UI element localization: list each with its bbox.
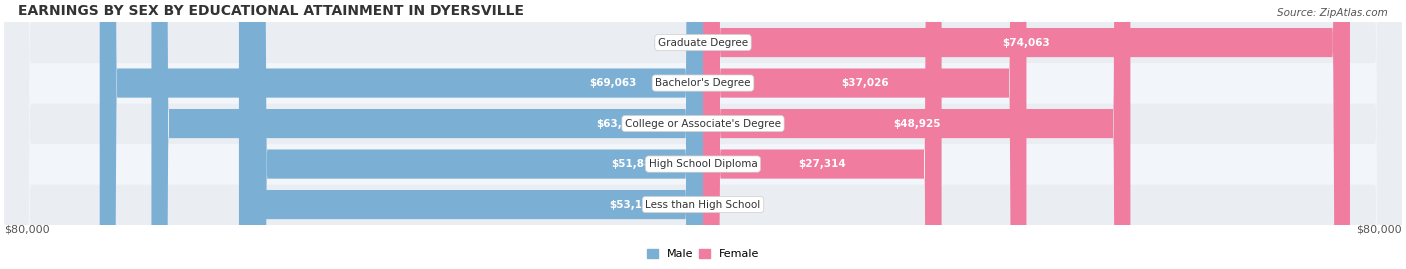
Text: $0: $0 — [654, 38, 668, 48]
FancyBboxPatch shape — [100, 0, 703, 269]
Text: $48,925: $48,925 — [893, 119, 941, 129]
Text: $27,314: $27,314 — [799, 159, 846, 169]
Text: College or Associate's Degree: College or Associate's Degree — [626, 119, 780, 129]
Text: $80,000: $80,000 — [4, 225, 49, 235]
Text: Source: ZipAtlas.com: Source: ZipAtlas.com — [1277, 8, 1388, 18]
FancyBboxPatch shape — [4, 0, 1402, 269]
FancyBboxPatch shape — [152, 0, 703, 269]
Text: Graduate Degree: Graduate Degree — [658, 38, 748, 48]
FancyBboxPatch shape — [4, 0, 1402, 269]
FancyBboxPatch shape — [239, 0, 703, 269]
FancyBboxPatch shape — [703, 0, 1350, 269]
Text: $53,125: $53,125 — [610, 200, 657, 210]
FancyBboxPatch shape — [4, 0, 1402, 269]
Text: High School Diploma: High School Diploma — [648, 159, 758, 169]
FancyBboxPatch shape — [4, 0, 1402, 269]
Text: $0: $0 — [738, 200, 752, 210]
Text: $74,063: $74,063 — [1002, 38, 1050, 48]
Text: $63,141: $63,141 — [596, 119, 644, 129]
FancyBboxPatch shape — [703, 0, 1026, 269]
Text: $80,000: $80,000 — [1357, 225, 1402, 235]
Text: $37,026: $37,026 — [841, 78, 889, 88]
Text: $69,063: $69,063 — [589, 78, 636, 88]
Legend: Male, Female: Male, Female — [643, 245, 763, 264]
FancyBboxPatch shape — [703, 0, 1130, 269]
Text: $51,882: $51,882 — [612, 159, 659, 169]
Text: Bachelor's Degree: Bachelor's Degree — [655, 78, 751, 88]
FancyBboxPatch shape — [250, 0, 703, 269]
Text: Less than High School: Less than High School — [645, 200, 761, 210]
FancyBboxPatch shape — [4, 0, 1402, 269]
FancyBboxPatch shape — [703, 0, 942, 269]
Text: EARNINGS BY SEX BY EDUCATIONAL ATTAINMENT IN DYERSVILLE: EARNINGS BY SEX BY EDUCATIONAL ATTAINMEN… — [18, 4, 524, 18]
